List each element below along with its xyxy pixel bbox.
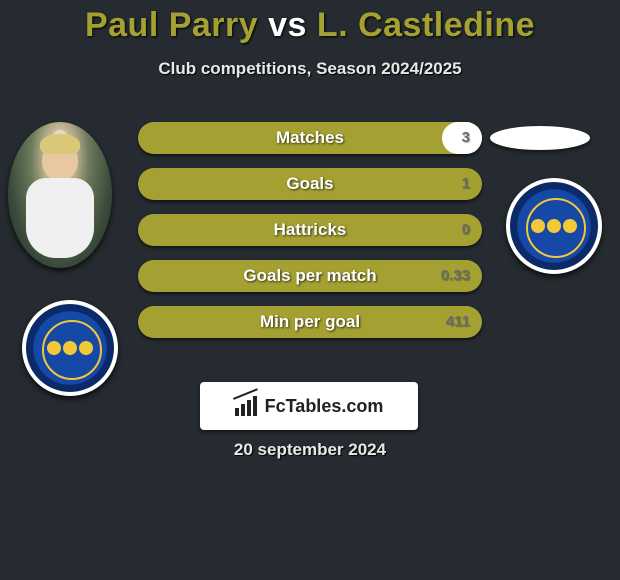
player1-name: Paul Parry (85, 6, 258, 44)
player1-photo (8, 122, 112, 268)
badge-lions-icon (531, 219, 577, 233)
player2-photo-placeholder (490, 126, 590, 150)
stats-chart: Matches3Goals1Hattricks0Goals per match0… (138, 122, 482, 352)
bar-chart-icon (235, 396, 259, 416)
player2-name: L. Castledine (317, 6, 535, 44)
fctables-text: FcTables.com (265, 396, 384, 417)
vs-text: vs (268, 6, 307, 44)
stat-row: Min per goal411 (138, 306, 482, 338)
stat-value-right: 0.33 (441, 260, 470, 292)
stat-label: Matches (138, 122, 482, 154)
comparison-title: Paul Parry vs L. Castledine (0, 0, 620, 45)
stat-label: Goals per match (138, 260, 482, 292)
stat-value-right: 411 (446, 306, 470, 338)
stat-row: Goals1 (138, 168, 482, 200)
player1-club-badge (22, 300, 118, 396)
player2-club-badge (506, 178, 602, 274)
stat-value-right: 1 (462, 168, 470, 200)
stat-value-right: 3 (462, 122, 470, 154)
stat-row: Goals per match0.33 (138, 260, 482, 292)
stat-label: Hattricks (138, 214, 482, 246)
player1-torso (26, 178, 94, 258)
subtitle: Club competitions, Season 2024/2025 (0, 59, 620, 79)
fctables-logo: FcTables.com (200, 382, 418, 430)
stat-label: Min per goal (138, 306, 482, 338)
badge-lions-icon (47, 341, 93, 355)
footer-date: 20 september 2024 (0, 440, 620, 460)
stat-row: Hattricks0 (138, 214, 482, 246)
stat-value-right: 0 (462, 214, 470, 246)
stat-row: Matches3 (138, 122, 482, 154)
stat-label: Goals (138, 168, 482, 200)
